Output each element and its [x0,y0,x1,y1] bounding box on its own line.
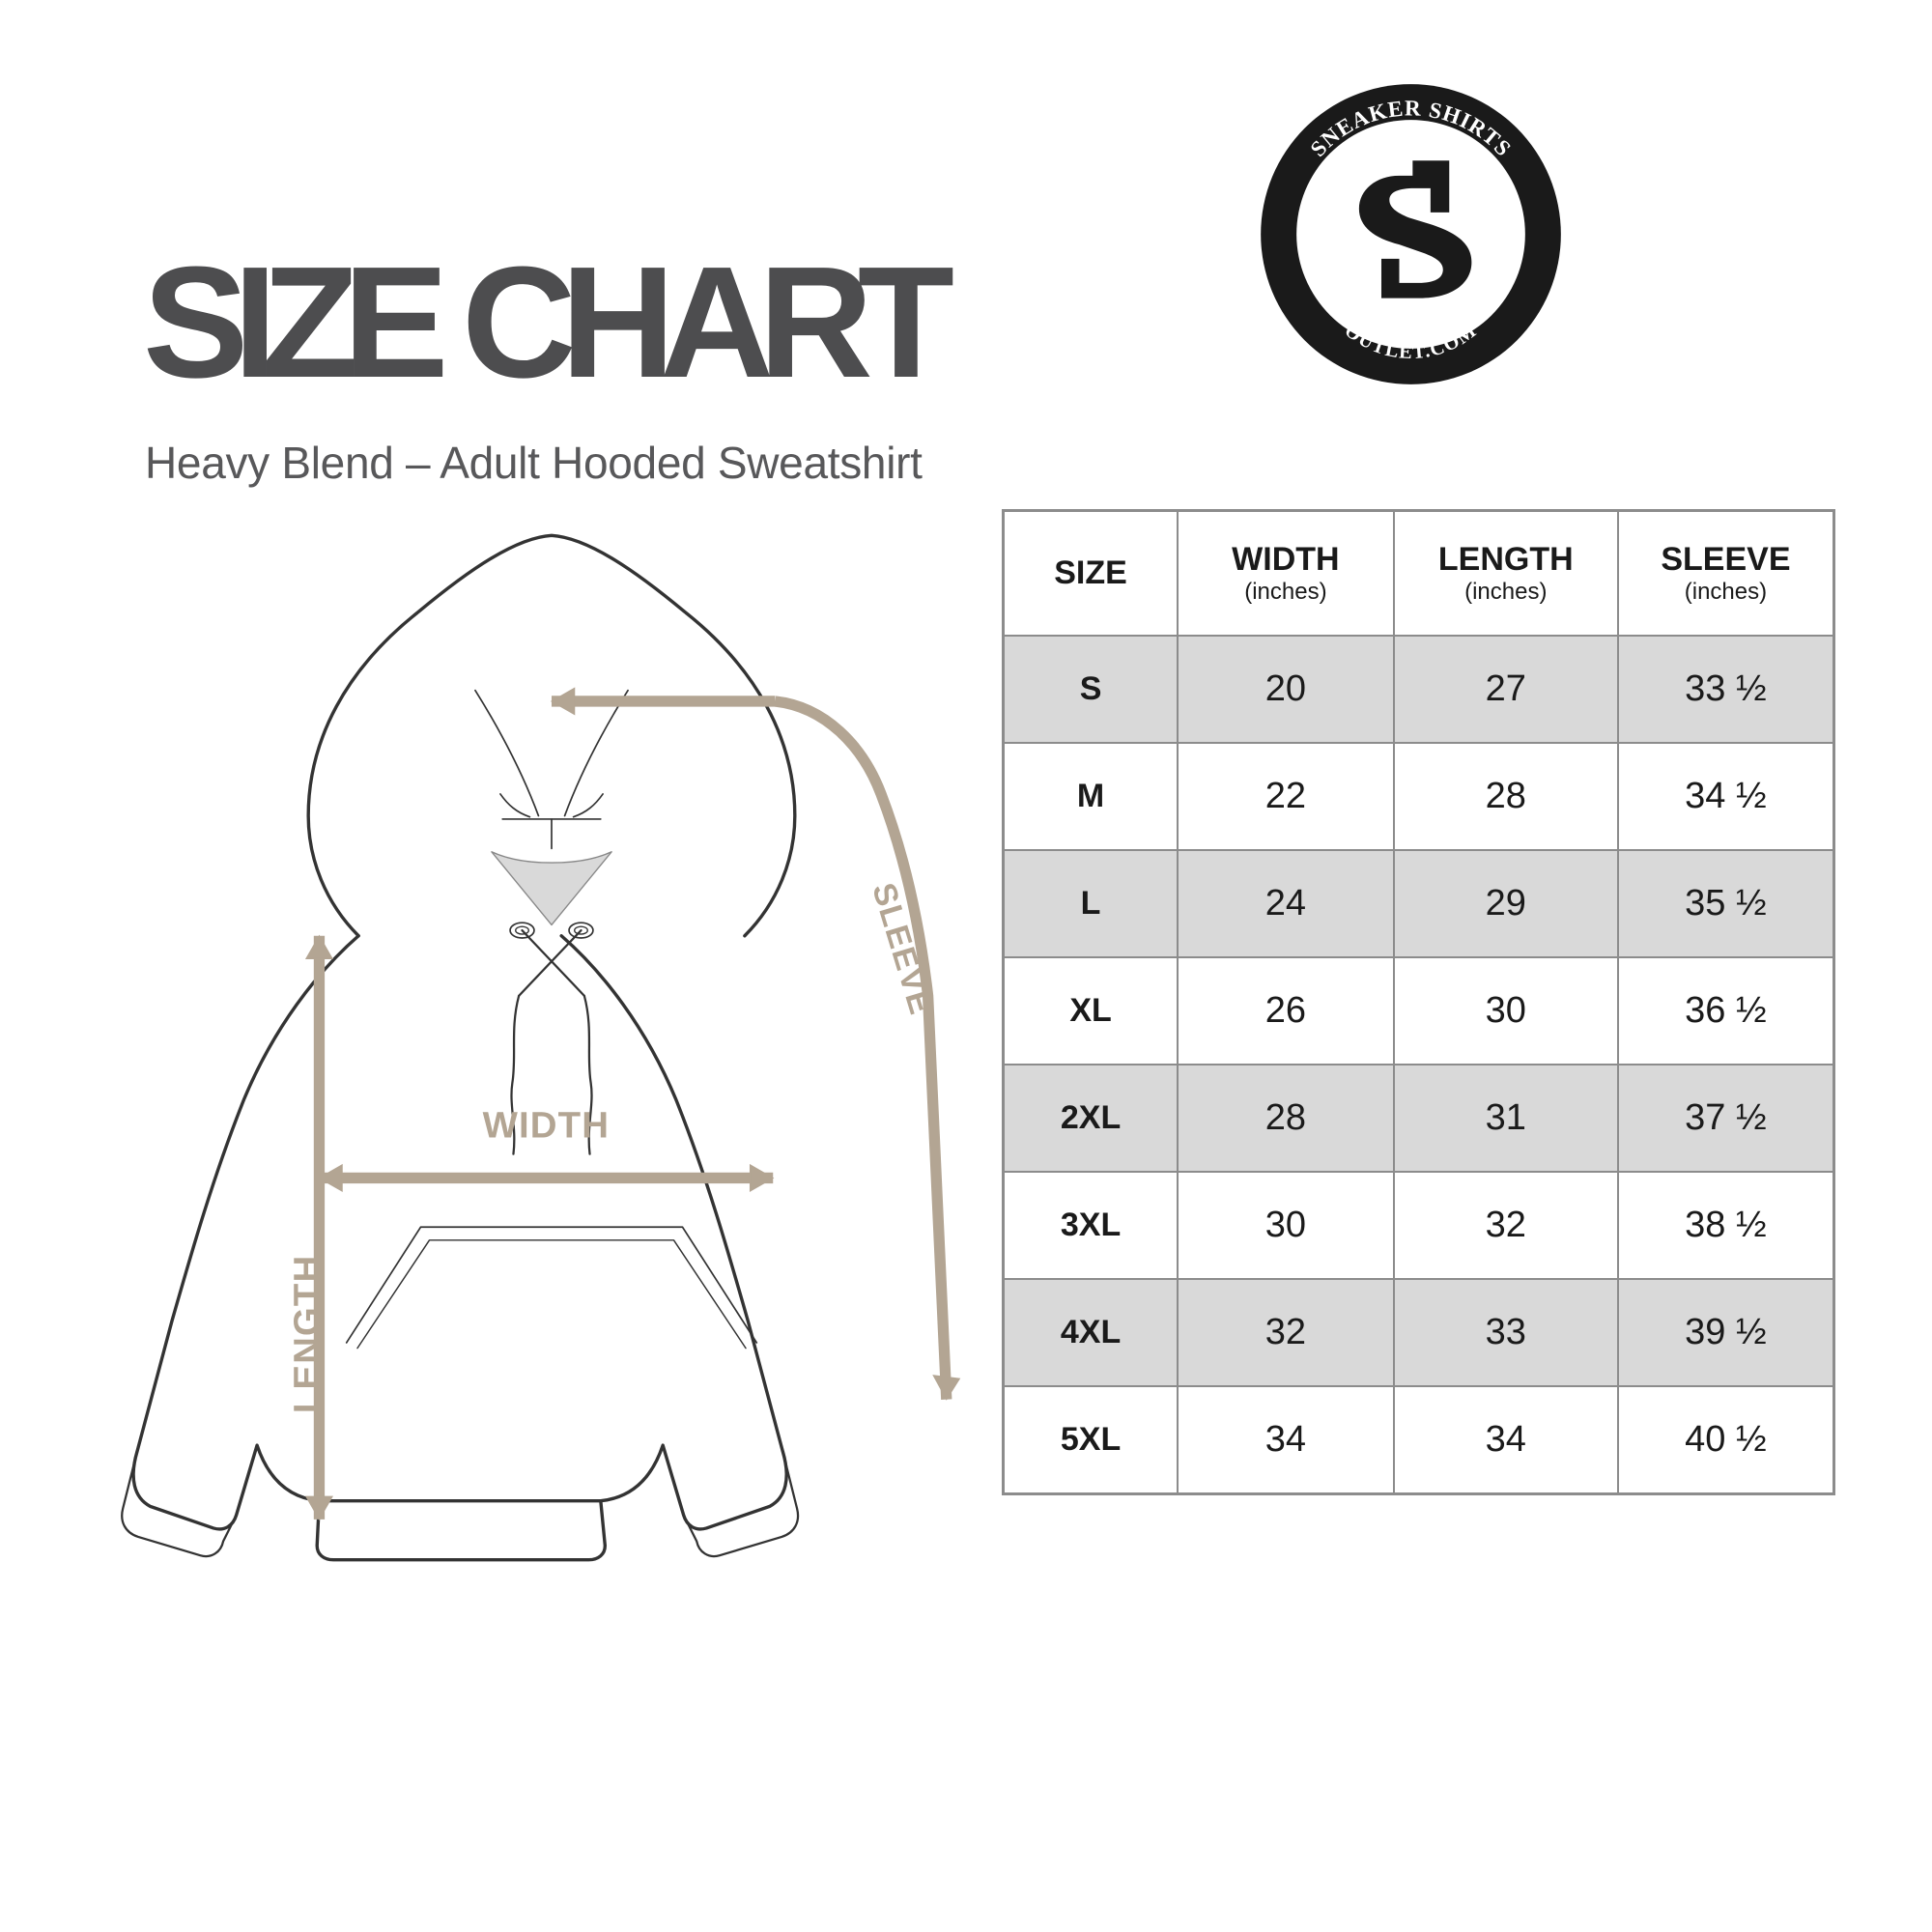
svg-text:WIDTH: WIDTH [483,1105,610,1147]
svg-text:LENGTH: LENGTH [286,1255,327,1414]
svg-text:SLEEVE: SLEEVE [865,879,939,1019]
